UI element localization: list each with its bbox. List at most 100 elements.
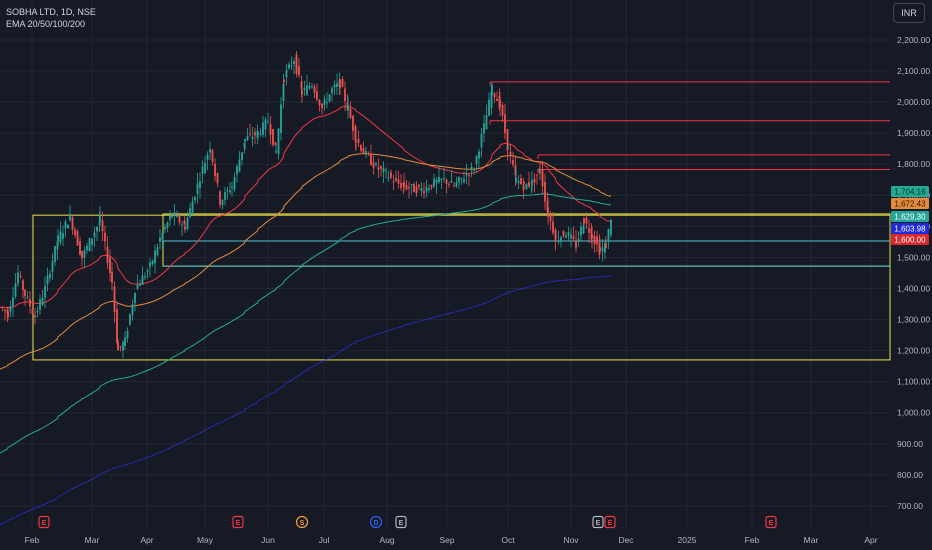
candle	[554, 227, 557, 251]
time-axis[interactable]: Feb Mar Apr May Jun Jul Aug Sep Oct Nov Dec 2025 Feb…	[25, 535, 878, 545]
candle-body	[480, 134, 483, 148]
candle	[344, 81, 346, 112]
candle	[530, 185, 533, 194]
event-badge	[295, 515, 309, 529]
candle	[420, 182, 423, 197]
candle	[146, 267, 149, 279]
candle	[274, 141, 277, 146]
candle-body	[9, 306, 12, 312]
candle	[101, 211, 104, 242]
candle	[533, 173, 536, 193]
price-tick-label: 2,200.00	[897, 35, 930, 45]
candle-body	[382, 167, 385, 173]
candle	[375, 161, 377, 167]
candle-body	[257, 131, 259, 135]
candle-body	[555, 236, 557, 238]
candle-body	[443, 177, 445, 179]
candle-body	[448, 183, 450, 185]
candle	[547, 197, 549, 226]
candle-body	[377, 167, 380, 170]
candle-body	[191, 201, 194, 215]
candle-body	[420, 187, 423, 192]
candle-body	[506, 129, 509, 151]
candle	[275, 144, 277, 154]
price-tick-label: 2,000.00	[897, 97, 930, 107]
price-tag-bg	[891, 211, 929, 222]
event-label: E	[236, 520, 241, 527]
candle-body	[336, 83, 338, 88]
candle-body	[585, 217, 588, 224]
candle-body	[601, 247, 604, 252]
indicator-label[interactable]: EMA 20/50/100/200	[6, 19, 86, 29]
candle-body	[54, 245, 56, 262]
candle	[425, 179, 428, 198]
candle	[552, 211, 554, 236]
time-tick-label: Apr	[140, 535, 153, 545]
candle-body	[347, 105, 349, 111]
candle-body	[189, 208, 191, 218]
candle-body	[81, 250, 83, 259]
candle-body	[344, 88, 346, 102]
candle	[59, 221, 62, 246]
candle-body	[591, 233, 593, 239]
candle	[333, 80, 336, 95]
candle-body	[246, 136, 249, 141]
candle	[311, 83, 313, 89]
time-tick-label: Mar	[85, 535, 100, 545]
candle	[154, 244, 156, 274]
candle-body	[397, 179, 400, 184]
currency-button[interactable]: INR	[893, 3, 925, 23]
candle	[51, 253, 54, 281]
candle	[233, 172, 236, 193]
candle-body	[280, 104, 282, 133]
candle	[372, 155, 375, 175]
candle	[395, 170, 397, 183]
candle	[144, 272, 146, 280]
candle	[360, 143, 362, 153]
candle	[604, 239, 606, 260]
candle-body	[360, 145, 362, 151]
candle-body	[141, 275, 144, 285]
candle-body	[129, 314, 131, 325]
candle-body	[221, 199, 224, 206]
candle-body	[515, 177, 517, 182]
candle	[119, 345, 122, 352]
candle	[478, 148, 480, 169]
candle	[139, 279, 141, 287]
candle	[506, 128, 509, 161]
candle	[196, 172, 199, 204]
candle-body	[7, 311, 9, 318]
candle	[313, 83, 316, 99]
candle	[468, 173, 470, 187]
candle-body	[525, 184, 528, 190]
candle	[370, 144, 372, 166]
candle	[323, 95, 326, 111]
candle	[555, 229, 557, 238]
candle-body	[134, 292, 136, 304]
candle-body	[375, 163, 377, 165]
candle	[445, 178, 448, 194]
candle-body	[226, 190, 229, 192]
price-axis[interactable]: 700.00 800.00 900.00 1,000.00 1,100.00 1,200.…	[897, 35, 930, 511]
candle	[91, 238, 93, 252]
candle	[178, 212, 181, 226]
candle	[331, 86, 333, 102]
candle-body	[29, 299, 31, 307]
candle-body	[241, 152, 243, 161]
candle-body	[196, 183, 199, 194]
candle-body	[288, 64, 290, 69]
candle	[450, 170, 453, 183]
candle	[106, 236, 109, 269]
price-tick-label: 800.00	[897, 470, 923, 480]
candle	[509, 143, 512, 164]
candle	[262, 115, 264, 138]
candle-body	[400, 183, 402, 188]
candle	[214, 158, 216, 182]
candle	[183, 214, 186, 226]
candle-body	[243, 142, 246, 149]
candle-body	[539, 171, 541, 173]
symbol-title[interactable]: SOBHA LTD, 1D, NSE	[6, 7, 96, 17]
candle-body	[169, 215, 171, 221]
candle-body	[166, 222, 169, 228]
